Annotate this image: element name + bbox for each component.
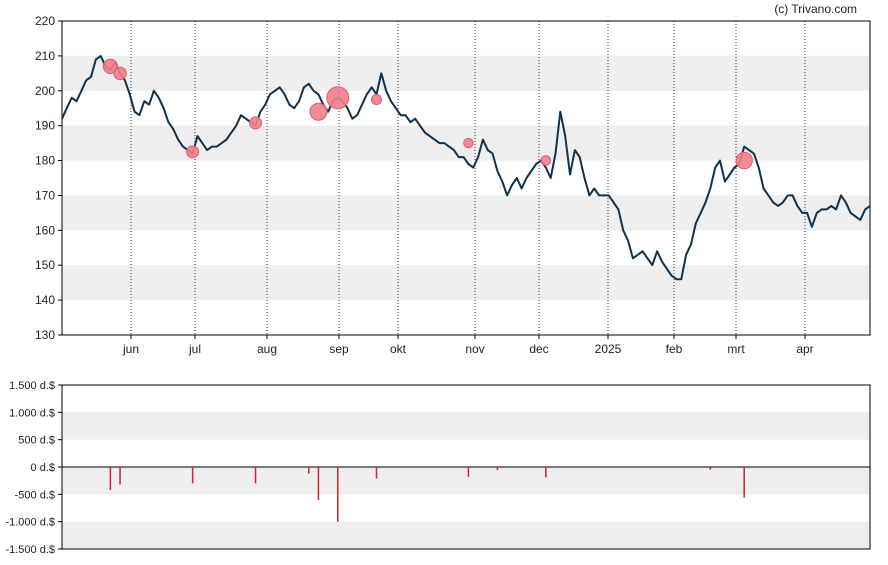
x-tick-label: dec — [529, 342, 548, 356]
price-y-tick-labels: 130 140 150 160 170 180 190 200 210 220 — [35, 14, 62, 342]
volume-y-tick-labels: 1.500 d.$ 1.000 d.$ 500 d.$ 0 d.$ -500 d.$ -1… — [5, 380, 62, 556]
y-tick-label: 220 — [35, 14, 55, 28]
transaction-marker — [102, 58, 118, 74]
transaction-marker — [186, 145, 200, 159]
transaction-marker — [540, 155, 552, 166]
volume-y-tick-label: -1.500 d.$ — [5, 544, 55, 556]
watermark: (c) Trivano.com — [774, 2, 857, 16]
price-series — [61, 54, 871, 281]
volume-y-tick-label: -1.000 d.$ — [5, 517, 55, 529]
y-tick-label: 210 — [35, 49, 55, 63]
price-x-tick-labels: jun jul aug sep okt nov dec 2025 feb mrt apr — [122, 335, 814, 356]
volume-band — [62, 521, 870, 549]
volume-band — [62, 412, 870, 440]
price-axes — [61, 20, 871, 336]
x-tick-label: jun — [122, 342, 139, 356]
transaction-marker — [309, 102, 328, 121]
month-gridlines — [130, 21, 806, 335]
y-tick-label: 170 — [35, 188, 55, 202]
x-tick-label: 2025 — [595, 342, 622, 356]
x-tick-label: jul — [188, 342, 201, 356]
x-tick-label: mrt — [727, 342, 745, 356]
price-plot-frame — [61, 20, 871, 336]
transaction-marker — [463, 137, 474, 149]
y-tick-label: 160 — [35, 223, 55, 237]
volume-y-tick-label: -500 d.$ — [15, 489, 55, 501]
y-tick-label: 200 — [35, 84, 55, 98]
volume-band — [62, 467, 870, 495]
price-band — [62, 55, 870, 91]
x-tick-label: apr — [796, 342, 813, 356]
y-tick-label: 190 — [35, 119, 55, 133]
price-background-bands — [62, 55, 870, 301]
y-tick-label: 140 — [35, 293, 55, 307]
price-band — [62, 265, 870, 301]
x-tick-label: okt — [390, 342, 407, 356]
transaction-marker — [326, 86, 350, 110]
volume-y-tick-label: 1.000 d.$ — [9, 407, 55, 419]
volume-y-tick-label: 500 d.$ — [18, 435, 55, 447]
price-line — [61, 54, 871, 281]
y-tick-label: 180 — [35, 154, 55, 168]
transaction-marker — [113, 66, 127, 81]
x-tick-label: nov — [465, 342, 484, 356]
x-tick-label: aug — [257, 342, 277, 356]
transaction-marker — [370, 94, 382, 105]
x-tick-label: feb — [666, 342, 683, 356]
volume-bars — [109, 467, 745, 522]
y-tick-label: 150 — [35, 258, 55, 272]
y-tick-label: 130 — [35, 328, 55, 342]
transaction-marker — [249, 116, 263, 130]
transaction-markers — [102, 58, 753, 170]
x-tick-label: sep — [329, 342, 349, 356]
price-band — [62, 195, 870, 231]
volume-y-tick-label: 1.500 d.$ — [9, 380, 55, 392]
volume-y-tick-label: 0 d.$ — [31, 462, 55, 474]
transaction-marker — [735, 151, 753, 170]
volume-background-bands — [62, 412, 870, 549]
